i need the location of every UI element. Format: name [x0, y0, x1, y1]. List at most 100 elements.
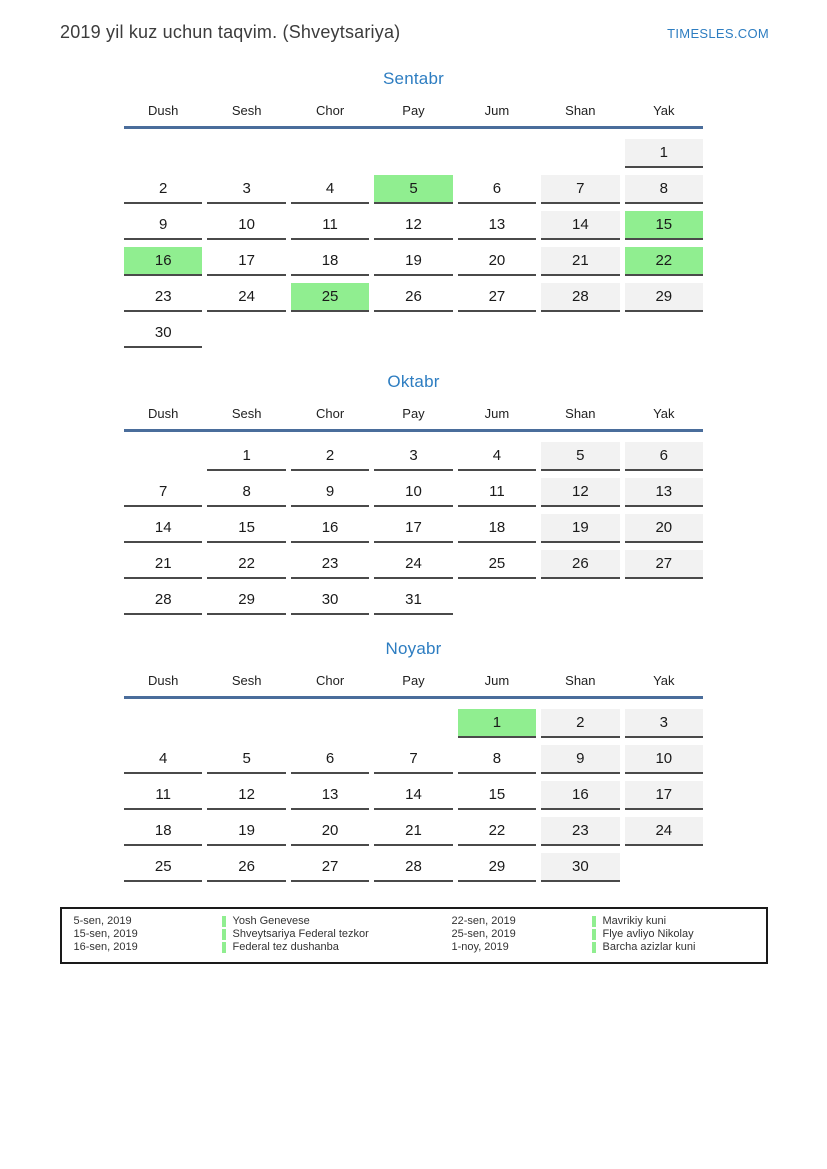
holiday-marker-icon — [591, 916, 596, 927]
empty-cell — [207, 319, 285, 348]
day-cell: 3 — [207, 175, 286, 204]
legend-entry: Barcha azizlar kuni — [591, 941, 758, 954]
week-row: 21 22 23 24 25 26 27 — [124, 550, 703, 579]
day-cell: 18 — [290, 247, 370, 276]
day-header-row: Dush Sesh Chor Pay Jum Shan Yak — [124, 673, 703, 699]
week-row: 14 15 16 17 18 19 20 — [124, 514, 703, 543]
month-noyabr: Noyabr Dush Sesh Chor Pay Jum Shan Yak 1 2 3 4 5 6 7 8 9… — [124, 639, 703, 882]
legend-holiday-name: Mavrikiy kuni — [602, 915, 667, 927]
empty-cell — [625, 586, 703, 615]
day-cell: 28 — [124, 586, 203, 615]
day-cell: 19 — [374, 247, 453, 276]
weekend-day-cell: 6 — [624, 442, 703, 471]
empty-cell — [458, 139, 536, 168]
day-header: Chor — [315, 406, 345, 421]
weekend-day-cell: 28 — [541, 283, 620, 312]
empty-cell — [625, 319, 703, 348]
day-cell: 16 — [290, 514, 370, 543]
week-row: 16 17 18 19 20 21 22 — [124, 247, 703, 276]
holiday-marker-icon — [221, 942, 226, 953]
day-header: Jum — [484, 103, 510, 118]
week-row: 1 — [124, 139, 703, 168]
legend-date: 16-sen, 2019 — [73, 941, 138, 953]
day-header: Dush — [148, 103, 179, 118]
day-header: Sesh — [231, 103, 262, 118]
day-cell: 3 — [374, 442, 453, 471]
legend-date: 15-sen, 2019 — [73, 928, 138, 940]
weeks: 1 2 3 4 5 6 7 8 9 10 11 12 13 14 15 16 17 18 19 20 21 22 23 24 2… — [124, 139, 703, 348]
month-title: Sentabr — [383, 69, 444, 88]
day-cell: 30 — [290, 586, 370, 615]
legend-entry: Shveytsariya Federal tezkor — [221, 928, 452, 941]
legend-date: 5-sen, 2019 — [73, 915, 132, 927]
empty-cell — [291, 319, 369, 348]
day-cell: 27 — [457, 283, 537, 312]
empty-cell — [374, 139, 452, 168]
day-cell: 23 — [124, 283, 203, 312]
day-cell: 20 — [457, 247, 537, 276]
day-header-row: Dush Sesh Chor Pay Jum Shan Yak — [124, 406, 703, 432]
empty-cell — [374, 709, 452, 738]
day-header: Chor — [315, 103, 345, 118]
site-link[interactable]: TIMESLES.COM — [667, 26, 769, 41]
weekend-day-cell: 8 — [624, 175, 703, 204]
day-cell: 27 — [290, 853, 370, 882]
weekend-day-cell: 30 — [541, 853, 620, 882]
empty-cell — [458, 586, 536, 615]
legend-holiday-name: Shveytsariya Federal tezkor — [232, 928, 369, 940]
day-cell: 2 — [124, 175, 203, 204]
day-cell: 17 — [374, 514, 453, 543]
calendar: Sentabr Dush Sesh Chor Pay Jum Shan Yak 1 2 3 4 5 6 7 8… — [124, 69, 703, 882]
weekend-day-cell: 26 — [541, 550, 620, 579]
day-cell: 14 — [374, 781, 453, 810]
weekend-day-cell: 13 — [624, 478, 703, 507]
day-cell: 30 — [124, 319, 203, 348]
empty-cell — [625, 853, 703, 882]
legend-entry: Federal tez dushanba — [221, 941, 452, 954]
day-cell: 12 — [207, 781, 286, 810]
weeks: 1 2 3 4 5 6 7 8 9 10 11 12 13 14 15 16 17 18 19 20 21 22 23 24 2… — [124, 709, 703, 882]
empty-cell — [541, 319, 619, 348]
day-header: Pay — [402, 103, 425, 118]
weekend-day-cell: 7 — [541, 175, 620, 204]
day-cell: 12 — [374, 211, 453, 240]
day-cell: 9 — [290, 478, 370, 507]
week-row: 30 — [124, 319, 703, 348]
day-header: Yak — [653, 673, 675, 688]
day-cell: 2 — [290, 442, 370, 471]
holiday-day-cell: 25 — [290, 283, 370, 312]
weekend-day-cell: 2 — [541, 709, 620, 738]
day-cell: 5 — [207, 745, 286, 774]
day-cell: 22 — [207, 550, 286, 579]
day-header: Yak — [653, 103, 675, 118]
day-cell: 13 — [290, 781, 370, 810]
empty-cell — [124, 709, 202, 738]
weekend-day-cell: 16 — [541, 781, 620, 810]
empty-cell — [458, 319, 536, 348]
holiday-marker-icon — [591, 929, 596, 940]
weekend-day-cell: 21 — [541, 247, 620, 276]
day-header: Sesh — [231, 673, 262, 688]
empty-cell — [291, 709, 369, 738]
day-cell: 17 — [207, 247, 286, 276]
day-cell: 9 — [124, 211, 203, 240]
legend-entry: Yosh Genevese — [221, 915, 452, 928]
weekend-day-cell: 27 — [624, 550, 703, 579]
day-cell: 8 — [457, 745, 537, 774]
day-header: Jum — [484, 406, 510, 421]
legend-holiday-name: Yosh Genevese — [232, 915, 310, 927]
day-cell: 29 — [207, 586, 286, 615]
day-header: Dush — [148, 673, 179, 688]
day-cell: 21 — [124, 550, 203, 579]
day-cell: 20 — [290, 817, 370, 846]
empty-cell — [207, 709, 285, 738]
weekend-day-cell: 12 — [541, 478, 620, 507]
legend-grid: 5-sen, 2019 Yosh Genevese 22-sen, 2019 Mavr… — [74, 915, 758, 954]
holiday-day-cell: 16 — [124, 247, 203, 276]
day-header: Shan — [565, 406, 596, 421]
weekend-day-cell: 1 — [624, 139, 703, 168]
day-cell: 31 — [374, 586, 453, 615]
legend-entry: Mavrikiy kuni — [591, 915, 758, 928]
